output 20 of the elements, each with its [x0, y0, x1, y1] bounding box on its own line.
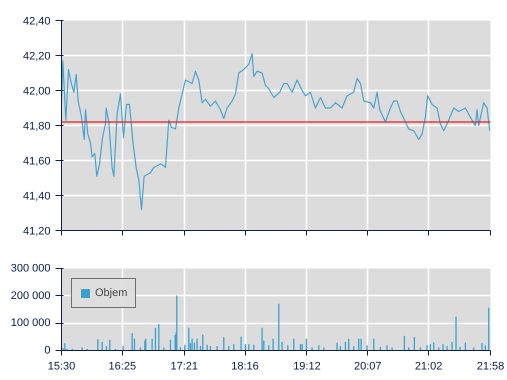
x-tick-label: 21:02: [414, 360, 442, 372]
y-tick-label: 0: [44, 344, 51, 356]
y-tick-label: 42,00: [22, 86, 51, 98]
y-tick-label: 42,20: [22, 50, 51, 62]
x-tick-label: 19:12: [293, 360, 321, 372]
y-tick-label: 41,20: [22, 226, 51, 238]
x-tick-label: 16:25: [108, 360, 136, 372]
y-tick-label: 41,60: [22, 156, 51, 168]
y-tick-label: 100 000: [10, 317, 51, 330]
x-tick-label: 20:07: [354, 360, 382, 372]
x-tick-label: 15:30: [48, 360, 76, 372]
y-tick-label: 200 000: [10, 290, 51, 302]
legend-label: Objem: [95, 287, 128, 299]
x-tick-label: 21:58: [476, 360, 504, 372]
x-tick-label: 17:21: [170, 360, 198, 372]
y-tick-label: 300 000: [10, 262, 51, 274]
y-tick-label: 42,40: [22, 16, 51, 28]
x-tick-label: 18:16: [231, 360, 259, 372]
y-tick-label: 41,80: [22, 120, 51, 132]
y-tick-label: 41,40: [22, 190, 51, 202]
